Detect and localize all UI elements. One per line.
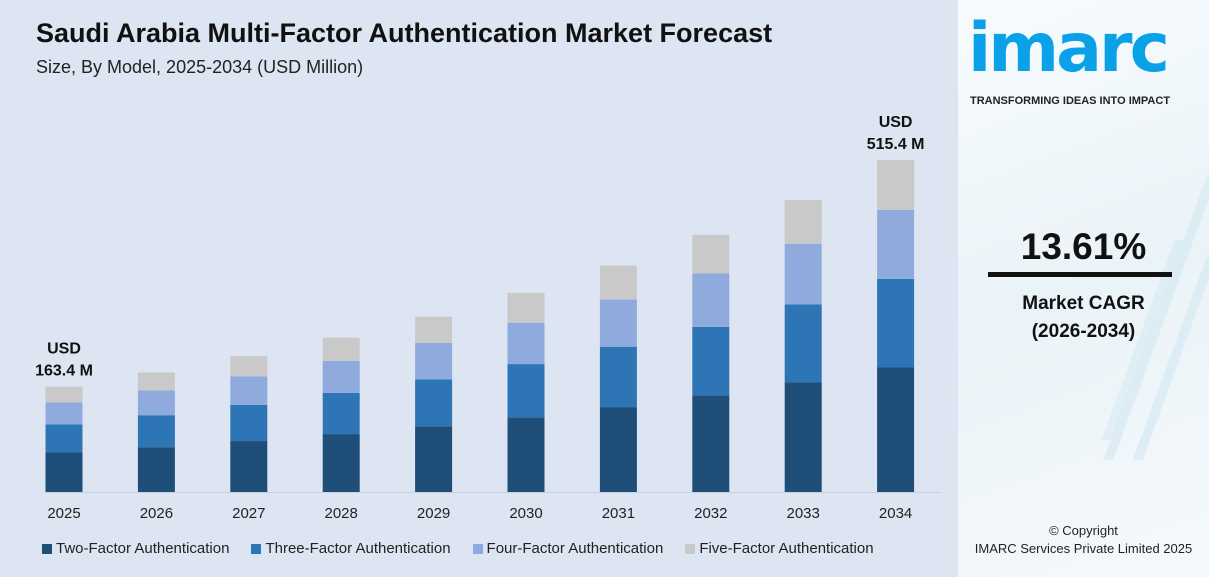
cagr-value: 13.61%: [1020, 226, 1147, 267]
legend-label: Five-Factor Authentication: [699, 540, 874, 557]
data-label: USD: [879, 114, 913, 131]
bar-segment-two-factor-authentication: [692, 395, 730, 492]
bar-segment-five-factor-authentication: [784, 199, 822, 244]
bar-segment-three-factor-authentication: [230, 404, 268, 442]
cagr-label-line1: Market CAGR: [1022, 293, 1145, 314]
legend-item: Three-Factor Authentication: [251, 540, 451, 557]
x-tick-label: 2032: [694, 505, 727, 522]
legend-item: Five-Factor Authentication: [685, 540, 874, 557]
bar-segment-five-factor-authentication: [322, 337, 360, 361]
cagr-label-line2: (2026-2034): [1031, 321, 1136, 342]
cagr-label: Market CAGR (2026-2034): [958, 290, 1209, 346]
bar-segment-four-factor-authentication: [692, 273, 730, 327]
bar-segment-two-factor-authentication: [45, 452, 83, 492]
x-tick-label: 2033: [787, 505, 820, 522]
bar-segment-three-factor-authentication: [137, 415, 175, 448]
bar-segment-four-factor-authentication: [599, 299, 637, 347]
bar-segment-five-factor-authentication: [507, 292, 545, 323]
bar-segment-five-factor-authentication: [877, 160, 915, 210]
legend-item: Four-Factor Authentication: [472, 540, 664, 557]
divider: [988, 272, 1172, 277]
bar-segment-three-factor-authentication: [599, 346, 637, 408]
chart-panel: Saudi Arabia Multi-Factor Authentication…: [0, 0, 958, 577]
bar-segment-five-factor-authentication: [137, 372, 175, 391]
bar-segment-two-factor-authentication: [322, 434, 360, 492]
bar-segment-five-factor-authentication: [415, 316, 453, 343]
bar-segment-two-factor-authentication: [230, 441, 268, 492]
bar-segment-four-factor-authentication: [784, 243, 822, 305]
bar-segment-two-factor-authentication: [507, 417, 545, 492]
bar-segment-two-factor-authentication: [784, 382, 822, 492]
bar-segment-five-factor-authentication: [230, 356, 268, 377]
chart-title: Saudi Arabia Multi-Factor Authentication…: [36, 18, 773, 48]
bar-segment-three-factor-authentication: [784, 304, 822, 383]
data-label: 163.4 M: [35, 363, 93, 380]
x-tick-label: 2034: [879, 505, 912, 522]
bar-segment-four-factor-authentication: [415, 342, 453, 380]
data-label: USD: [47, 341, 81, 358]
bar-segment-three-factor-authentication: [415, 379, 453, 427]
x-tick-label: 2026: [140, 505, 173, 522]
bar-segment-four-factor-authentication: [230, 376, 268, 405]
bar-segment-four-factor-authentication: [877, 209, 915, 279]
bar-segment-four-factor-authentication: [322, 360, 360, 393]
bar-segment-two-factor-authentication: [415, 426, 453, 492]
data-label: 515.4 M: [867, 136, 925, 153]
bar-chart: 2025 USD 163.4 M 2026 2027 2028 2029 2030 2031 20…: [35, 114, 942, 522]
bar-segment-two-factor-authentication: [599, 407, 637, 492]
x-tick-label: 2031: [602, 505, 635, 522]
legend-swatch: [685, 543, 696, 554]
x-tick-label: 2027: [232, 505, 265, 522]
brand-tagline: TRANSFORMING IDEAS INTO IMPACT: [970, 95, 1171, 107]
bar-segment-four-factor-authentication: [507, 322, 545, 365]
bar-segment-five-factor-authentication: [599, 265, 637, 300]
bar-segment-two-factor-authentication: [137, 447, 175, 492]
x-tick-label: 2025: [47, 505, 80, 522]
legend-swatch: [42, 543, 52, 554]
info-panel: imarc TRANSFORMING IDEAS INTO IMPACT 13.…: [958, 0, 1209, 577]
chart-subtitle: Size, By Model, 2025-2034 (USD Million): [36, 57, 364, 77]
bar-segment-three-factor-authentication: [692, 326, 730, 396]
bar-segment-three-factor-authentication: [877, 278, 915, 368]
copyright-line2: IMARC Services Private Limited 2025: [974, 541, 1193, 556]
legend-label: Three-Factor Authentication: [265, 540, 451, 557]
bar-segment-three-factor-authentication: [507, 364, 545, 418]
legend-label: Two-Factor Authentication: [56, 540, 230, 557]
copyright-line1: © Copyright: [1049, 523, 1118, 538]
x-tick-label: 2029: [417, 505, 450, 522]
x-tick-label: 2028: [325, 505, 358, 522]
bar-segment-four-factor-authentication: [45, 402, 83, 425]
bar-segment-five-factor-authentication: [692, 234, 730, 274]
x-tick-label: 2030: [509, 505, 542, 522]
bar-segment-five-factor-authentication: [45, 386, 83, 403]
legend-swatch: [251, 543, 262, 554]
legend-swatch: [472, 543, 483, 554]
legend-label: Four-Factor Authentication: [486, 540, 664, 557]
bar-segment-three-factor-authentication: [322, 392, 360, 435]
imarc-logo: imarc: [968, 9, 1170, 88]
copyright: © Copyright IMARC Services Private Limit…: [958, 522, 1209, 558]
bar-segment-two-factor-authentication: [877, 367, 915, 492]
legend: Two-Factor Authentication Three-Factor Au…: [42, 540, 874, 557]
bar-segment-three-factor-authentication: [45, 424, 83, 453]
bar-segment-four-factor-authentication: [137, 390, 175, 416]
legend-item: Two-Factor Authentication: [42, 540, 229, 557]
